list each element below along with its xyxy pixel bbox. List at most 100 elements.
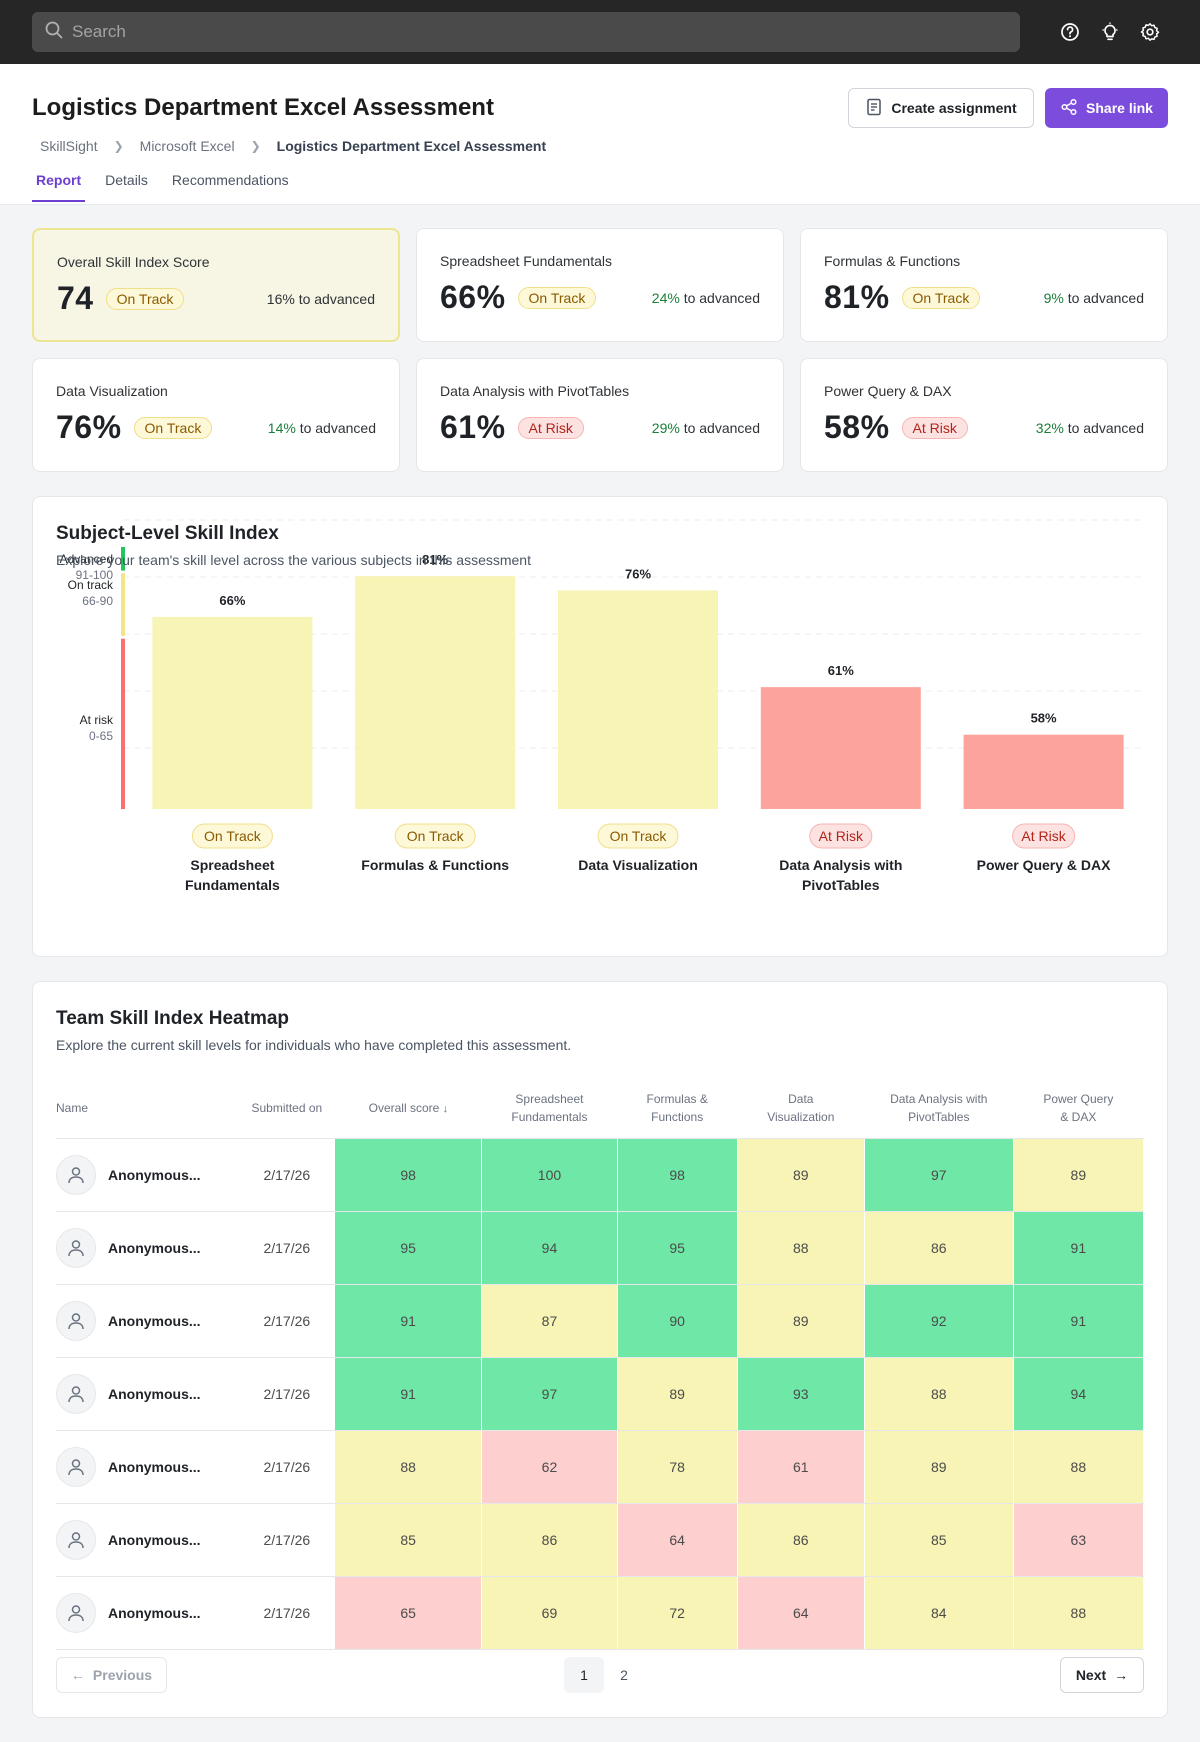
status-badge: On Track (901, 286, 981, 309)
name-cell: Anonymous... (56, 1211, 239, 1285)
person-name: Anonymous... (108, 1604, 201, 1621)
column-header-spreadsheet-label: Spreadsheet Fundamentals (511, 1091, 588, 1124)
to-advanced-pct: 9% (1043, 289, 1064, 306)
create-assignment-label: Create assignment (891, 100, 1017, 116)
lightbulb-icon[interactable] (1100, 22, 1120, 42)
avatar (56, 1373, 96, 1414)
status-badge-label: At Risk (819, 828, 864, 844)
tab-report[interactable]: Report (32, 172, 86, 202)
status-badge (1012, 823, 1076, 849)
user-icon (68, 1531, 84, 1548)
column-header-powerquery[interactable]: Power Query & DAX (1013, 1078, 1144, 1139)
column-header-pivottables[interactable]: Data Analysis with PivotTables (864, 1078, 1014, 1139)
to-advanced-text: 29% to advanced (652, 420, 760, 436)
to-advanced-text: 32% to advanced (1036, 420, 1144, 436)
score-cell: 64 (737, 1576, 865, 1650)
help-icon[interactable] (1060, 22, 1080, 42)
user-icon (68, 1312, 84, 1329)
table-row[interactable]: Anonymous... 2/17/26 65 69 72 64 84 88 (56, 1576, 1145, 1650)
submitted-date: 2/17/26 (238, 1357, 336, 1431)
search-input[interactable] (72, 22, 1008, 42)
tab-bar: Report Details Recommendations (32, 172, 309, 202)
share-link-button[interactable]: Share link (1045, 88, 1168, 128)
to-advanced-pct: 29% (651, 419, 680, 436)
score-cell: 93 (737, 1357, 865, 1431)
table-row[interactable]: Anonymous... 2/17/26 91 97 89 93 88 94 (56, 1357, 1145, 1431)
column-header-visualization[interactable]: Data Visualization (737, 1078, 865, 1139)
status-badge (597, 823, 679, 849)
status-badge (394, 823, 476, 849)
table-row[interactable]: Anonymous... 2/17/26 95 94 95 88 86 91 (56, 1211, 1145, 1285)
score-card-title: Spreadsheet Fundamentals (440, 253, 612, 269)
avatar (56, 1227, 96, 1268)
avatar (56, 1300, 96, 1341)
bar-value-label: 66% (219, 593, 245, 608)
score-card[interactable]: Data Analysis with PivotTables 61% At Risk… (416, 358, 784, 472)
status-badge: At Risk (901, 416, 968, 439)
to-advanced-label: to advanced (298, 290, 375, 307)
team-heatmap-panel: Team Skill Index Heatmap Explore the cur… (32, 981, 1168, 1718)
to-advanced-pct: 16% (266, 290, 295, 307)
breadcrumb-skillsight[interactable]: SkillSight (40, 138, 98, 154)
status-badge: On Track (517, 286, 597, 309)
column-header-powerquery-label: Power Query & DAX (1043, 1091, 1114, 1124)
table-row[interactable]: Anonymous... 2/17/26 98 100 98 89 97 89 (56, 1138, 1145, 1212)
name-cell: Anonymous... (56, 1138, 239, 1212)
tab-recommendations[interactable]: Recommendations (171, 172, 289, 188)
column-header-name[interactable]: Name (56, 1078, 239, 1139)
status-badge-label: On Track (204, 828, 262, 844)
score-cell: 89 (737, 1138, 865, 1212)
bar-value-label: 61% (828, 663, 854, 678)
score-cell: 92 (864, 1284, 1014, 1358)
previous-button[interactable]: ← Previous (56, 1657, 167, 1693)
score-cell: 97 (481, 1357, 618, 1431)
column-header-submitted[interactable]: Submitted on (238, 1078, 336, 1139)
score-card-title: Data Analysis with PivotTables (440, 383, 630, 399)
score-cell: 86 (481, 1503, 618, 1577)
chart-title: Subject-Level Skill Index (56, 523, 279, 544)
to-advanced-label: to advanced (683, 419, 760, 436)
to-advanced-text: 9% to advanced (1044, 290, 1144, 306)
score-card[interactable]: Spreadsheet Fundamentals 66% On Track 24% t… (416, 228, 784, 342)
chart-subtitle: Explore your team's skill level across t… (56, 552, 531, 568)
share-link-label: Share link (1086, 100, 1153, 116)
score-cell: 88 (864, 1357, 1014, 1431)
submitted-date: 2/17/26 (238, 1211, 336, 1285)
user-icon (68, 1458, 84, 1475)
column-header-formulas-label: Formulas & Functions (646, 1091, 708, 1124)
column-header-formulas[interactable]: Formulas & Functions (617, 1078, 738, 1139)
table-row[interactable]: Anonymous... 2/17/26 85 86 64 86 85 63 (56, 1503, 1145, 1577)
submitted-date: 2/17/26 (238, 1284, 336, 1358)
score-card[interactable]: Formulas & Functions 81% On Track 9% to adv… (800, 228, 1168, 342)
table-row[interactable]: Anonymous... 2/17/26 91 87 90 89 92 91 (56, 1284, 1145, 1358)
bar-value-label: 81% (422, 552, 448, 567)
gear-icon[interactable] (1140, 22, 1160, 42)
score-card[interactable]: Overall Skill Index Score 74 On Track 16% t… (32, 228, 400, 342)
table-row[interactable]: Anonymous... 2/17/26 88 62 78 61 89 88 (56, 1430, 1145, 1504)
submitted-date: 2/17/26 (238, 1138, 336, 1212)
page-header: Logistics Department Excel Assessment Sk… (0, 64, 1200, 205)
avatar (56, 1519, 96, 1560)
user-icon (68, 1604, 84, 1621)
person-name: Anonymous... (108, 1385, 201, 1402)
score-card[interactable]: Data Visualization 76% On Track 14% to adva… (32, 358, 400, 472)
column-header-overall-label: Overall score (368, 1100, 440, 1115)
user-icon (68, 1385, 84, 1402)
score-cell: 88 (335, 1430, 483, 1504)
column-header-spreadsheet[interactable]: Spreadsheet Fundamentals (481, 1078, 618, 1139)
column-header-overall[interactable]: Overall score ↓ (335, 1078, 482, 1139)
score-card[interactable]: Power Query & DAX 58% At Risk 32% to advanc… (800, 358, 1168, 472)
search-bar[interactable] (32, 12, 1020, 52)
submitted-date: 2/17/26 (238, 1576, 336, 1650)
submitted-date: 2/17/26 (238, 1430, 336, 1504)
page-2-button[interactable]: 2 (620, 1667, 628, 1683)
score-cell: 65 (335, 1576, 483, 1650)
next-button[interactable]: Next → (1060, 1657, 1144, 1693)
score-card-value: 81% (824, 279, 890, 315)
heatmap-header-row: Name Submitted on Overall score ↓ Spread… (56, 1078, 1144, 1139)
create-assignment-button[interactable]: Create assignment (848, 88, 1034, 128)
heatmap-title: Team Skill Index Heatmap (56, 1008, 290, 1029)
page-1-button[interactable]: 1 (564, 1657, 604, 1693)
tab-details[interactable]: Details (105, 172, 148, 188)
breadcrumb-microsoft-excel[interactable]: Microsoft Excel (139, 138, 235, 154)
